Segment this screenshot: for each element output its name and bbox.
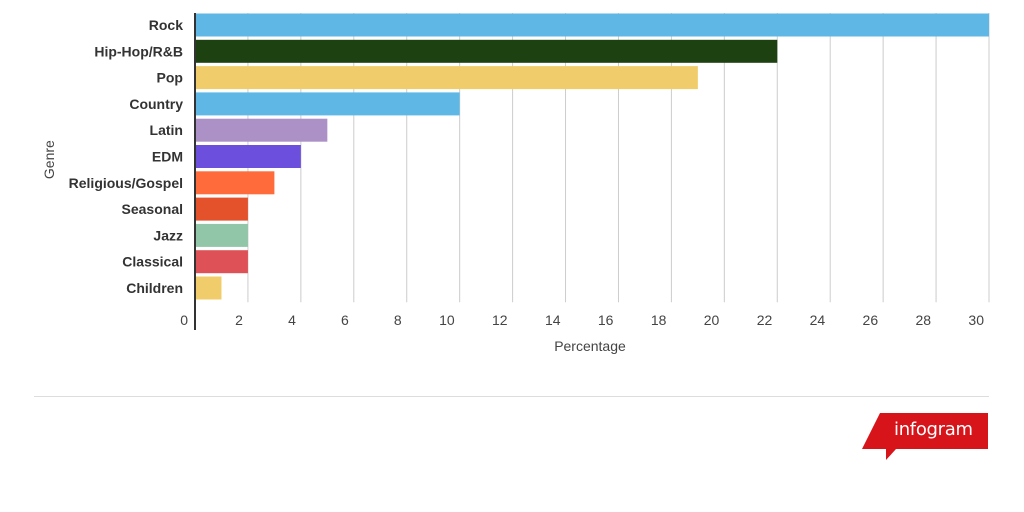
- category-label: Religious/Gospel: [69, 175, 183, 191]
- category-label: Classical: [122, 254, 183, 270]
- infogram-logo[interactable]: infogram: [862, 413, 990, 463]
- x-tick-label: 4: [288, 312, 296, 328]
- category-label: Rock: [149, 17, 183, 33]
- bar-children: [195, 276, 222, 300]
- x-tick-label: 10: [439, 312, 455, 328]
- x-tick-label: 26: [863, 312, 879, 328]
- x-tick-label: 6: [341, 312, 349, 328]
- bar-country: [195, 92, 460, 116]
- bar-chart: Rock Hip-Hop/R&B Pop Country Latin EDM Religio…: [41, 13, 990, 354]
- x-tick-label: 14: [545, 312, 561, 328]
- bar-religious-gospel: [195, 171, 275, 195]
- category-labels: Rock Hip-Hop/R&B Pop Country Latin EDM Religio…: [69, 17, 184, 296]
- x-axis-title: Percentage: [554, 338, 626, 354]
- x-tick-label: 28: [915, 312, 931, 328]
- y-axis-title: Genre: [41, 140, 57, 179]
- category-label: Jazz: [153, 227, 183, 243]
- x-tick-label: 18: [651, 312, 667, 328]
- category-label: Country: [129, 96, 183, 112]
- category-label: Hip-Hop/R&B: [94, 43, 183, 59]
- bar-seasonal: [195, 197, 248, 221]
- category-label: Latin: [150, 122, 183, 138]
- category-label: EDM: [152, 149, 183, 165]
- bar-pop: [195, 66, 698, 90]
- bar-latin: [195, 118, 328, 142]
- x-tick-label: 22: [757, 312, 773, 328]
- bar-edm: [195, 145, 301, 168]
- category-label: Pop: [157, 70, 183, 86]
- bar-classical: [195, 250, 248, 274]
- category-label: Seasonal: [122, 201, 183, 217]
- footer-divider: [34, 396, 989, 397]
- x-tick-label: 8: [394, 312, 402, 328]
- x-tick-label: 30: [968, 312, 984, 328]
- bar-hip-hop-r-b: [195, 39, 778, 63]
- x-tick-label: 16: [598, 312, 614, 328]
- x-tick-label: 24: [810, 312, 826, 328]
- bars: [195, 13, 989, 300]
- x-tick-label: 20: [704, 312, 720, 328]
- x-tick-label: 2: [235, 312, 243, 328]
- x-tick-labels: 0 2 4 6 8 10 12 14 16 18 20 22 24 26 28 30: [180, 312, 984, 328]
- x-tick-label: 0: [180, 312, 188, 328]
- bar-rock: [195, 13, 989, 37]
- x-tick-label: 12: [492, 312, 508, 328]
- bar-jazz: [195, 223, 248, 247]
- logo-text: infogram: [894, 419, 973, 440]
- category-label: Children: [126, 280, 183, 296]
